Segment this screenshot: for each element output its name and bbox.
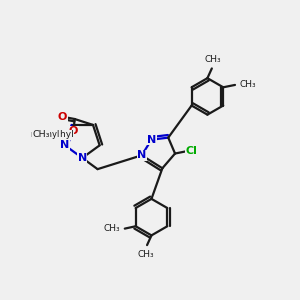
Text: CH₃: CH₃ — [104, 224, 120, 233]
Text: Cl: Cl — [185, 146, 197, 156]
Text: CH₃: CH₃ — [32, 130, 50, 140]
Text: CH₃: CH₃ — [239, 80, 256, 89]
Text: O: O — [58, 112, 67, 122]
Text: N: N — [60, 140, 70, 150]
Text: methyl: methyl — [31, 130, 60, 140]
Text: N: N — [78, 153, 87, 163]
Text: CH₃: CH₃ — [137, 250, 154, 259]
Text: methyl: methyl — [42, 130, 74, 140]
Text: O: O — [69, 126, 78, 136]
Text: CH₃: CH₃ — [205, 55, 222, 64]
Text: N: N — [147, 135, 156, 145]
Text: N: N — [137, 150, 146, 160]
